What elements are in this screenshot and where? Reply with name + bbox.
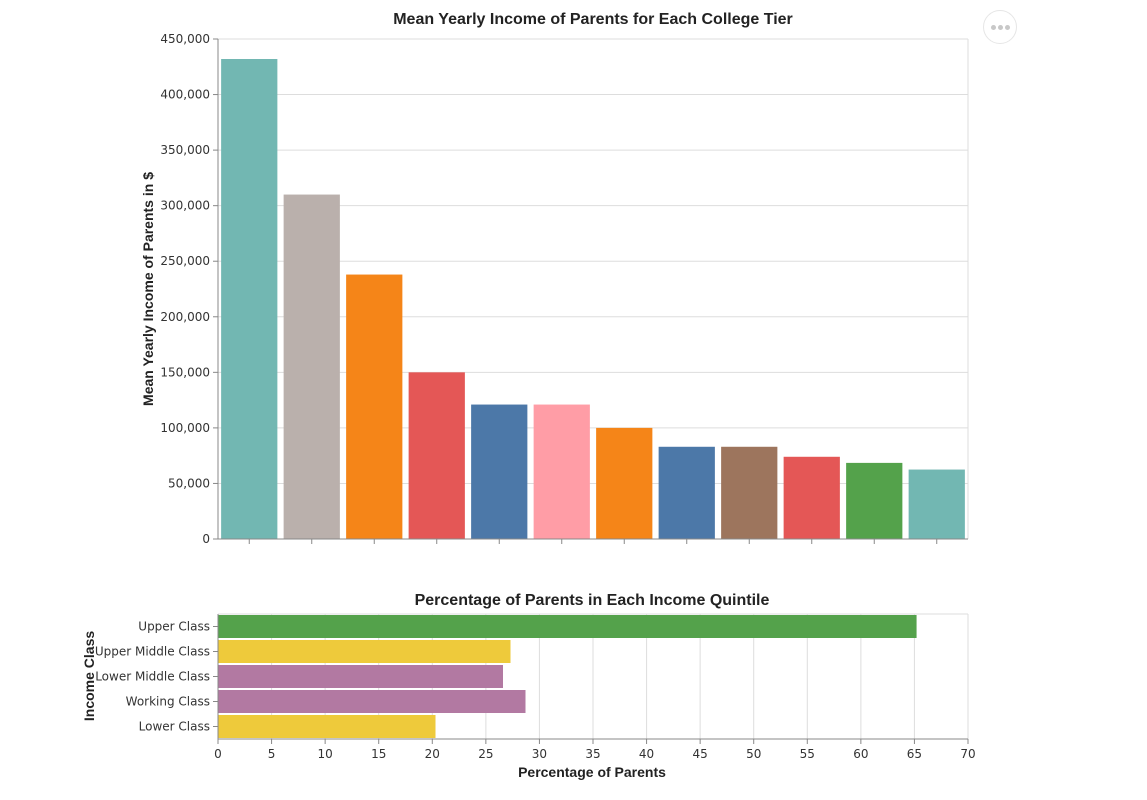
bar [218,665,503,688]
income-by-tier-chart: Mean Yearly Income of Parents for Each C… [140,11,969,546]
y-tick-label: 250,000 [160,254,210,268]
y-tick-label: 200,000 [160,310,210,324]
bar [346,274,403,539]
y-tick-label: 50,000 [168,476,210,490]
y-axis-title: Mean Yearly Income of Parents in $ [140,172,156,406]
y-tick-label: 450,000 [160,32,210,46]
grid [218,38,969,540]
bar [218,690,526,713]
axes: 0 5 10 15 20 25 30 35 40 45 50 55 60 65 70 Upper Class U… [95,614,976,761]
bar [721,446,778,539]
bar [221,59,278,539]
y-tick-label: 400,000 [160,88,210,102]
bar [533,404,590,539]
x-tick-label: 65 [907,747,922,761]
bars [221,59,965,540]
bar [283,194,340,540]
bar [408,372,465,539]
chart-title: Mean Yearly Income of Parents for Each C… [393,11,793,28]
y-tick-label: 150,000 [160,365,210,379]
bars [218,615,917,738]
x-tick-label: 70 [960,747,975,761]
y-axis-title: Income Class [81,631,97,721]
y-tick-label: Upper Class [138,620,210,634]
x-tick-label: 40 [639,747,654,761]
chart-title: Percentage of Parents in Each Income Qui… [415,592,770,609]
y-tick-label: 100,000 [160,421,210,435]
more-icon [990,24,996,30]
x-tick-label: 50 [746,747,761,761]
y-tick-label: 0 [202,532,210,546]
bar [846,462,903,539]
bar [783,456,840,539]
axes: 0 50,000 100,000 150,000 200,000 250,000 300,0… [160,32,968,546]
y-tick-label: Working Class [126,695,210,709]
bar [218,640,511,663]
bar [218,615,917,638]
bar [596,427,653,539]
x-tick-label: 35 [585,747,600,761]
x-tick-label: 15 [371,747,386,761]
y-tick-label: Upper Middle Class [95,645,210,659]
y-tick-label: 300,000 [160,199,210,213]
x-axis-title: Percentage of Parents [518,764,666,780]
more-icon-dot [1004,24,1010,30]
bar [218,715,436,738]
x-tick-label: 55 [800,747,815,761]
x-tick-label: 20 [425,747,440,761]
x-tick-label: 45 [693,747,708,761]
x-tick-label: 0 [214,747,222,761]
more-icon-dot [997,24,1003,30]
x-tick-label: 5 [268,747,276,761]
y-tick-label: Lower Middle Class [95,670,210,684]
x-tick-label: 25 [478,747,493,761]
x-tick-label: 10 [318,747,333,761]
y-tick-label: Lower Class [139,720,210,734]
y-tick-label: 350,000 [160,143,210,157]
bar [908,469,965,539]
x-tick-label: 30 [532,747,547,761]
bar [471,404,528,539]
chart-actions-button[interactable] [983,10,1017,44]
bar [658,446,715,539]
x-tick-label: 60 [853,747,868,761]
income-quintile-chart: Percentage of Parents in Each Income Qui… [81,592,976,780]
